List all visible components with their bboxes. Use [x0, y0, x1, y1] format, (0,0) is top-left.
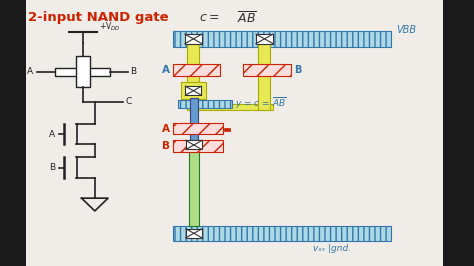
Bar: [186, 140, 202, 149]
Bar: [256, 34, 273, 44]
Bar: [173, 31, 391, 47]
Bar: [173, 226, 391, 241]
Bar: [26, 0, 443, 266]
Text: VBB: VBB: [396, 25, 416, 35]
Bar: [187, 104, 273, 110]
Bar: [185, 34, 202, 44]
Text: B: B: [49, 163, 55, 172]
Bar: [185, 86, 201, 95]
Bar: [173, 140, 223, 152]
Bar: [187, 43, 199, 110]
Text: 2-input NAND gate: 2-input NAND gate: [28, 11, 169, 24]
Text: A: A: [162, 124, 170, 134]
Bar: [76, 56, 90, 87]
Text: $c = $: $c = $: [199, 11, 219, 24]
Text: B: B: [130, 67, 137, 76]
Bar: [224, 128, 230, 131]
Text: A: A: [27, 67, 33, 76]
Text: C: C: [126, 97, 132, 106]
Text: vₛₛ |gnd.: vₛₛ |gnd.: [313, 244, 351, 253]
Text: y = c = $\overline{AB}$: y = c = $\overline{AB}$: [235, 96, 286, 111]
Text: $\overline{AB}$: $\overline{AB}$: [237, 11, 257, 26]
Bar: [190, 98, 198, 145]
Bar: [181, 82, 206, 99]
Text: +V$_{DD}$: +V$_{DD}$: [99, 20, 120, 33]
Bar: [243, 64, 291, 76]
Bar: [55, 68, 110, 76]
Text: B: B: [294, 65, 301, 75]
Bar: [186, 229, 202, 238]
Bar: [258, 41, 270, 110]
Text: B: B: [162, 141, 170, 151]
Bar: [189, 149, 199, 226]
Text: A: A: [49, 130, 55, 139]
Bar: [173, 64, 220, 76]
Bar: [178, 100, 232, 108]
Text: A: A: [162, 65, 170, 75]
Bar: [173, 123, 223, 134]
